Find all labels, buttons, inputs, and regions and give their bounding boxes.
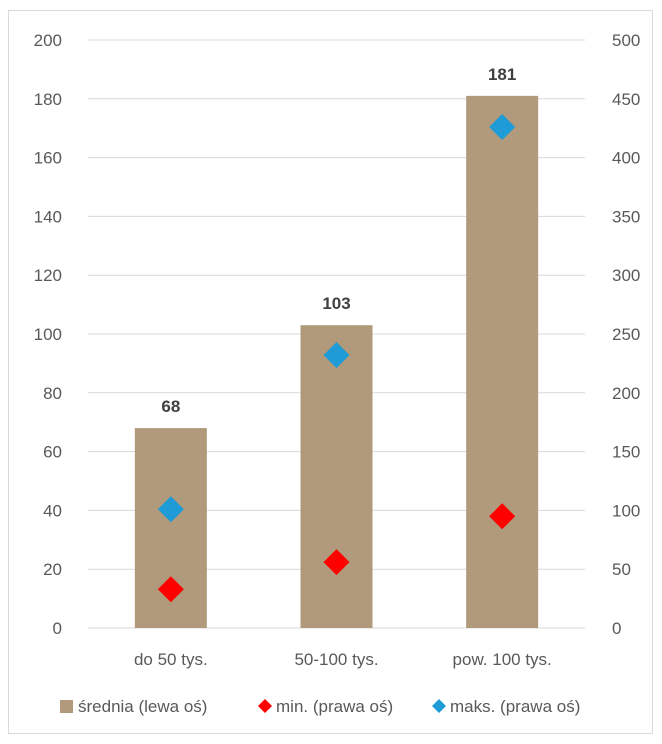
right-tick-label: 500 [612, 31, 640, 50]
left-tick-label: 80 [43, 384, 62, 403]
right-tick-label: 300 [612, 266, 640, 285]
right-tick-label: 250 [612, 325, 640, 344]
legend-label: maks. (prawa oś) [450, 697, 580, 716]
markers [157, 114, 516, 603]
data-label: 103 [322, 294, 350, 313]
legend-label: średnia (lewa oś) [78, 697, 207, 716]
bar [300, 325, 373, 628]
left-axis: 0 20 40 60 80 100 120 140 160 180 200 [34, 31, 62, 638]
right-tick-label: 50 [612, 560, 631, 579]
category-label: pow. 100 tys. [453, 650, 552, 669]
left-tick-label: 0 [53, 619, 62, 638]
data-labels: 68 103 181 [161, 65, 516, 416]
left-tick-label: 60 [43, 443, 62, 462]
data-label: 68 [161, 397, 180, 416]
bars [134, 95, 539, 629]
left-tick-label: 20 [43, 560, 62, 579]
left-tick-label: 120 [34, 266, 62, 285]
left-tick-label: 200 [34, 31, 62, 50]
maks-marker [157, 496, 184, 523]
left-tick-label: 100 [34, 325, 62, 344]
min-marker [489, 503, 516, 530]
right-tick-label: 0 [612, 619, 621, 638]
category-label: do 50 tys. [134, 650, 208, 669]
bar [466, 95, 539, 629]
legend-swatch-diamond [432, 699, 446, 713]
min-marker [157, 576, 184, 603]
right-tick-label: 100 [612, 501, 640, 520]
right-tick-label: 400 [612, 149, 640, 168]
right-tick-label: 350 [612, 207, 640, 226]
left-tick-label: 40 [43, 501, 62, 520]
legend-label: min. (prawa oś) [276, 697, 393, 716]
legend-swatch-bar [60, 700, 73, 713]
category-axis: do 50 tys. 50-100 tys. pow. 100 tys. [134, 650, 552, 669]
left-tick-label: 160 [34, 149, 62, 168]
left-tick-label: 180 [34, 90, 62, 109]
data-label: 181 [488, 65, 516, 84]
legend-swatch-diamond [258, 699, 272, 713]
legend: średnia (lewa oś) min. (prawa oś) maks. (p… [60, 697, 580, 716]
right-axis: 0 50 100 150 200 250 300 350 400 450 500 [612, 31, 640, 638]
right-tick-label: 450 [612, 90, 640, 109]
maks-marker [323, 342, 350, 369]
category-label: 50-100 tys. [294, 650, 378, 669]
right-tick-label: 150 [612, 443, 640, 462]
min-marker [323, 549, 350, 576]
right-tick-label: 200 [612, 384, 640, 403]
left-tick-label: 140 [34, 207, 62, 226]
maks-marker [489, 114, 516, 141]
